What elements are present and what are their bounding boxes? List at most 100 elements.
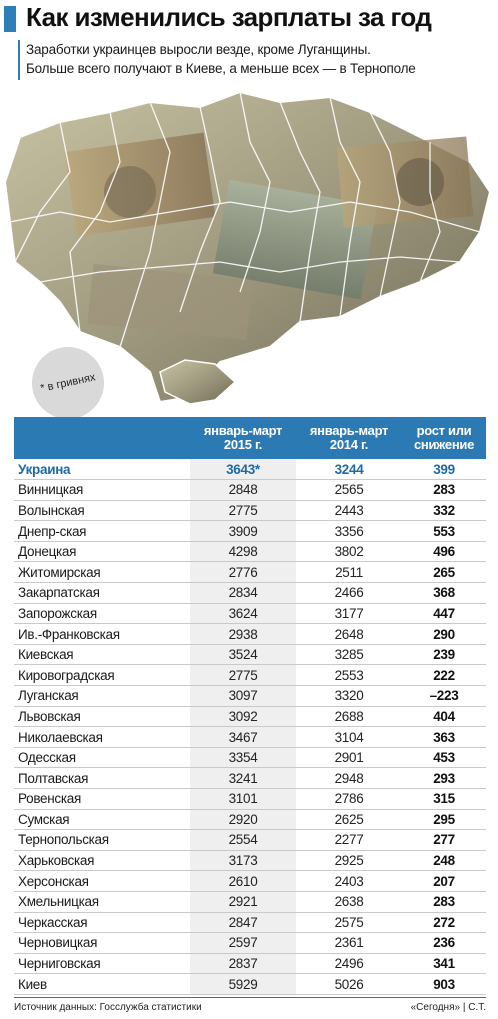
column-header-1: январь-март 2015 г. — [190, 417, 296, 459]
value-2014-cell: 3802 — [296, 541, 402, 563]
value-2015-cell: 5929 — [190, 973, 296, 995]
value-2014-cell: 5026 — [296, 973, 402, 995]
change-cell: 363 — [402, 726, 486, 748]
table-row: Волынская 2775 2443 332 — [14, 500, 486, 522]
column-header-line: 2014 г. — [329, 437, 369, 452]
value-2014-cell: 2466 — [296, 582, 402, 604]
change-cell: 277 — [402, 829, 486, 851]
table-row: Одесская 3354 2901 453 — [14, 747, 486, 769]
value-2015-cell: 2775 — [190, 664, 296, 687]
region-cell: Одесская — [14, 747, 190, 769]
region-cell: Полтавская — [14, 767, 190, 789]
value-2015-cell: 3643* — [190, 459, 296, 481]
region-cell: Запорожская — [14, 603, 190, 625]
region-cell: Херсонская — [14, 870, 190, 892]
value-2014-cell: 3285 — [296, 644, 402, 666]
region-cell: Николаевская — [14, 726, 190, 748]
change-cell: 399 — [402, 459, 486, 481]
header: Как изменились зарплаты за год — [0, 0, 498, 40]
change-cell: 207 — [402, 870, 486, 892]
value-2015-cell: 3354 — [190, 747, 296, 769]
table-row: Львовская 3092 2688 404 — [14, 706, 486, 728]
value-2015-cell: 2776 — [190, 561, 296, 584]
value-2015-cell: 2837 — [190, 953, 296, 975]
subtitle-line-1: Заработки украинцев выросли везде, кроме… — [26, 42, 371, 57]
column-header-0 — [14, 417, 190, 459]
value-2014-cell: 2638 — [296, 891, 402, 913]
value-2014-cell: 2575 — [296, 912, 402, 934]
region-cell: Сумская — [14, 809, 190, 831]
subtitle: Заработки украинцев выросли везде, кроме… — [26, 40, 496, 78]
change-cell: 290 — [402, 623, 486, 645]
table-row: Украина 3643* 3244 399 — [14, 459, 486, 481]
change-cell: 239 — [402, 644, 486, 666]
value-2014-cell: 3320 — [296, 685, 402, 707]
value-2014-cell: 2553 — [296, 664, 402, 687]
table-row: Днепр-ская 3909 3356 553 — [14, 520, 486, 542]
salary-table: январь-март 2015 г. январь-март 2014 г. рост… — [14, 417, 486, 995]
region-cell: Украина — [14, 459, 190, 481]
data-table: январь-март 2015 г. январь-март 2014 г. рост… — [14, 417, 486, 995]
change-cell: 248 — [402, 850, 486, 872]
value-2015-cell: 3909 — [190, 520, 296, 542]
table-row: Винницкая 2848 2565 283 — [14, 479, 486, 501]
map-svg — [3, 90, 492, 405]
change-cell: 236 — [402, 932, 486, 954]
region-cell: Ровенская — [14, 788, 190, 810]
column-header-line: 2015 г. — [223, 437, 263, 452]
change-cell: 496 — [402, 541, 486, 563]
region-cell: Черниговская — [14, 953, 190, 975]
value-2015-cell: 3092 — [190, 706, 296, 728]
table-body: Украина 3643* 3244 399 Винницкая 2848 2565 283 В… — [14, 459, 486, 995]
value-2015-cell: 2610 — [190, 870, 296, 892]
region-cell: Луганская — [14, 685, 190, 707]
value-2014-cell: 3356 — [296, 520, 402, 542]
table-row: Николаевская 3467 3104 363 — [14, 726, 486, 748]
value-2015-cell: 4298 — [190, 541, 296, 563]
value-2014-cell: 2511 — [296, 561, 402, 584]
value-2014-cell: 2688 — [296, 706, 402, 728]
value-2014-cell: 2496 — [296, 953, 402, 975]
value-2015-cell: 2554 — [190, 829, 296, 851]
region-cell: Винницкая — [14, 479, 190, 501]
region-cell: Волынская — [14, 500, 190, 522]
region-cell: Киевская — [14, 644, 190, 666]
change-cell: 293 — [402, 767, 486, 789]
value-2015-cell: 2834 — [190, 582, 296, 604]
change-cell: 295 — [402, 809, 486, 831]
value-2015-cell: 2938 — [190, 623, 296, 645]
page-title: Как изменились зарплаты за год — [26, 2, 432, 32]
value-2014-cell: 3244 — [296, 459, 402, 481]
table-row: Черновицкая 2597 2361 236 — [14, 932, 486, 954]
region-cell: Хмельницкая — [14, 891, 190, 913]
crimea-shape — [159, 359, 237, 405]
change-cell: 368 — [402, 582, 486, 604]
change-cell: 341 — [402, 953, 486, 975]
value-2015-cell: 3101 — [190, 788, 296, 810]
table-row: Луганская 3097 3320 –223 — [14, 685, 486, 707]
change-cell: 283 — [402, 479, 486, 501]
value-2014-cell: 2403 — [296, 870, 402, 892]
region-cell: Львовская — [14, 706, 190, 728]
table-row: Харьковская 3173 2925 248 — [14, 850, 486, 872]
change-cell: –223 — [402, 685, 486, 707]
change-cell: 404 — [402, 706, 486, 728]
region-cell: Черновицкая — [14, 932, 190, 954]
table-row: Закарпатская 2834 2466 368 — [14, 582, 486, 604]
column-header-line: рост или — [416, 423, 472, 438]
value-2014-cell: 2925 — [296, 850, 402, 872]
unit-note: * в гривнях — [39, 371, 97, 395]
change-cell: 332 — [402, 500, 486, 522]
value-2014-cell: 2625 — [296, 809, 402, 831]
value-2014-cell: 2786 — [296, 788, 402, 810]
region-cell: Днепр-ская — [14, 520, 190, 542]
column-header-line: январь-март — [203, 423, 283, 438]
table-row: Полтавская 3241 2948 293 — [14, 767, 486, 789]
table-row: Ровенская 3101 2786 315 — [14, 788, 486, 810]
table-row: Тернопольская 2554 2277 277 — [14, 829, 486, 851]
column-header-2: январь-март 2014 г. — [296, 417, 402, 459]
region-cell: Харьковская — [14, 850, 190, 872]
table-row: Кировоградская 2775 2553 222 — [14, 664, 486, 687]
change-cell: 222 — [402, 664, 486, 687]
table-row: Киев 5929 5026 903 — [14, 973, 486, 995]
